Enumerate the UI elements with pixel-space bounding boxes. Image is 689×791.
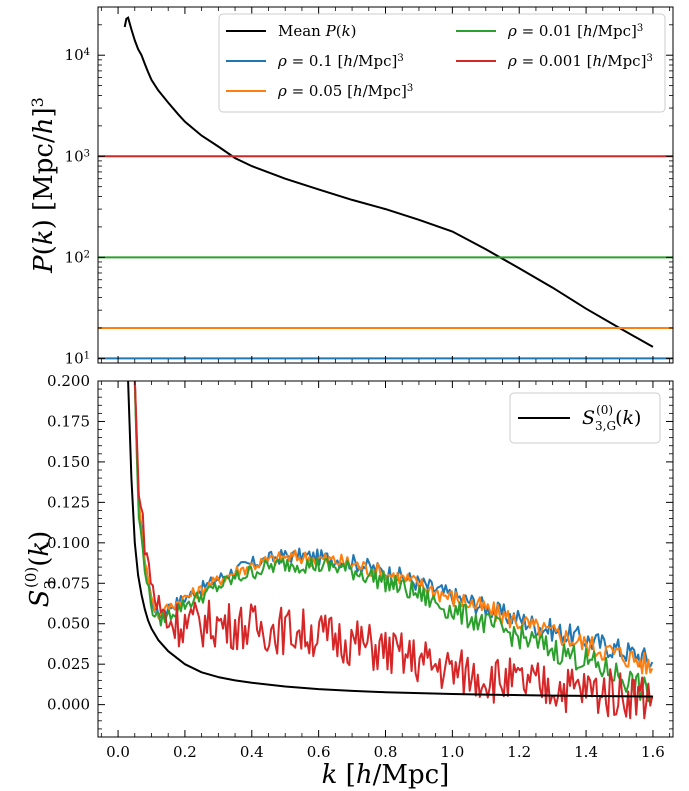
series-line-2 bbox=[133, 382, 654, 703]
y-tick-label-top: 101 bbox=[65, 349, 90, 367]
legend-top-label-3: ρ = 0.01 [h/Mpc]3 bbox=[507, 22, 643, 40]
y-tick-label-bottom: 0.100 bbox=[47, 534, 90, 552]
x-tick-label: 1.6 bbox=[641, 743, 665, 761]
legend-top-label-0: Mean P(k) bbox=[278, 22, 357, 40]
legend-top-label-4: ρ = 0.001 [h/Mpc]3 bbox=[507, 52, 653, 70]
y-tick-label-bottom: 0.175 bbox=[47, 412, 90, 430]
legend-top-label-1: ρ = 0.1 [h/Mpc]3 bbox=[277, 52, 404, 70]
y-tick-label-bottom: 0.050 bbox=[47, 615, 90, 633]
x-tick-label: 0.2 bbox=[173, 743, 197, 761]
x-tick-label: 0.8 bbox=[374, 743, 398, 761]
bottom-plot-area bbox=[127, 381, 654, 720]
series-line-3 bbox=[133, 381, 654, 720]
y-tick-label-bottom: 0.025 bbox=[47, 655, 90, 673]
top-panel: 101 102 103 104 P(k) [Mpc/h]3 Mean P(k) ρ = 0.… bbox=[28, 6, 674, 367]
x-tick-label: 1.0 bbox=[440, 743, 464, 761]
series-line-4 bbox=[127, 381, 653, 698]
bottom-panel: 0.000 0.025 0.050 0.075 0.100 0.125 0.150 0.175… bbox=[22, 372, 674, 790]
x-tick-label: 1.2 bbox=[507, 743, 531, 761]
series-line-mean-pk bbox=[123, 16, 654, 348]
y-tick-label-bottom: 0.000 bbox=[47, 696, 90, 714]
y-tick-label-bottom: 0.125 bbox=[47, 493, 90, 511]
legend-bottom: S3,G(0) (k) bbox=[509, 392, 661, 444]
legend-top-label-2: ρ = 0.05 [h/Mpc]3 bbox=[277, 82, 413, 100]
series-line-1 bbox=[133, 384, 654, 675]
y-tick-label-top: 104 bbox=[65, 46, 90, 64]
y-tick-label-top: 103 bbox=[65, 147, 90, 165]
y-tick-label-bottom: 0.200 bbox=[47, 372, 90, 390]
x-tick-label: 0.4 bbox=[240, 743, 264, 761]
y-axis-title-bottom: S3(0)(k) bbox=[22, 531, 59, 608]
x-tick-label: 0.6 bbox=[307, 743, 331, 761]
x-axis-title: k [h/Mpc] bbox=[322, 760, 450, 790]
legend-top: Mean P(k) ρ = 0.1 [h/Mpc]3 ρ = 0.05 [h/Mpc… bbox=[218, 13, 666, 113]
legend-top-box bbox=[218, 13, 666, 113]
y-axis-title-top: P(k) [Mpc/h]3 bbox=[28, 97, 60, 274]
y-tick-label-bottom: 0.075 bbox=[47, 574, 90, 592]
y-tick-label-bottom: 0.150 bbox=[47, 453, 90, 471]
top-plot-area bbox=[98, 16, 673, 360]
x-tick-label: 0.0 bbox=[106, 743, 130, 761]
x-tick-label: 1.4 bbox=[574, 743, 598, 761]
y-tick-label-top: 102 bbox=[65, 248, 90, 266]
legend-bottom-label: S3,G(0) (k) bbox=[582, 403, 641, 433]
legend-bottom-box bbox=[509, 392, 661, 444]
